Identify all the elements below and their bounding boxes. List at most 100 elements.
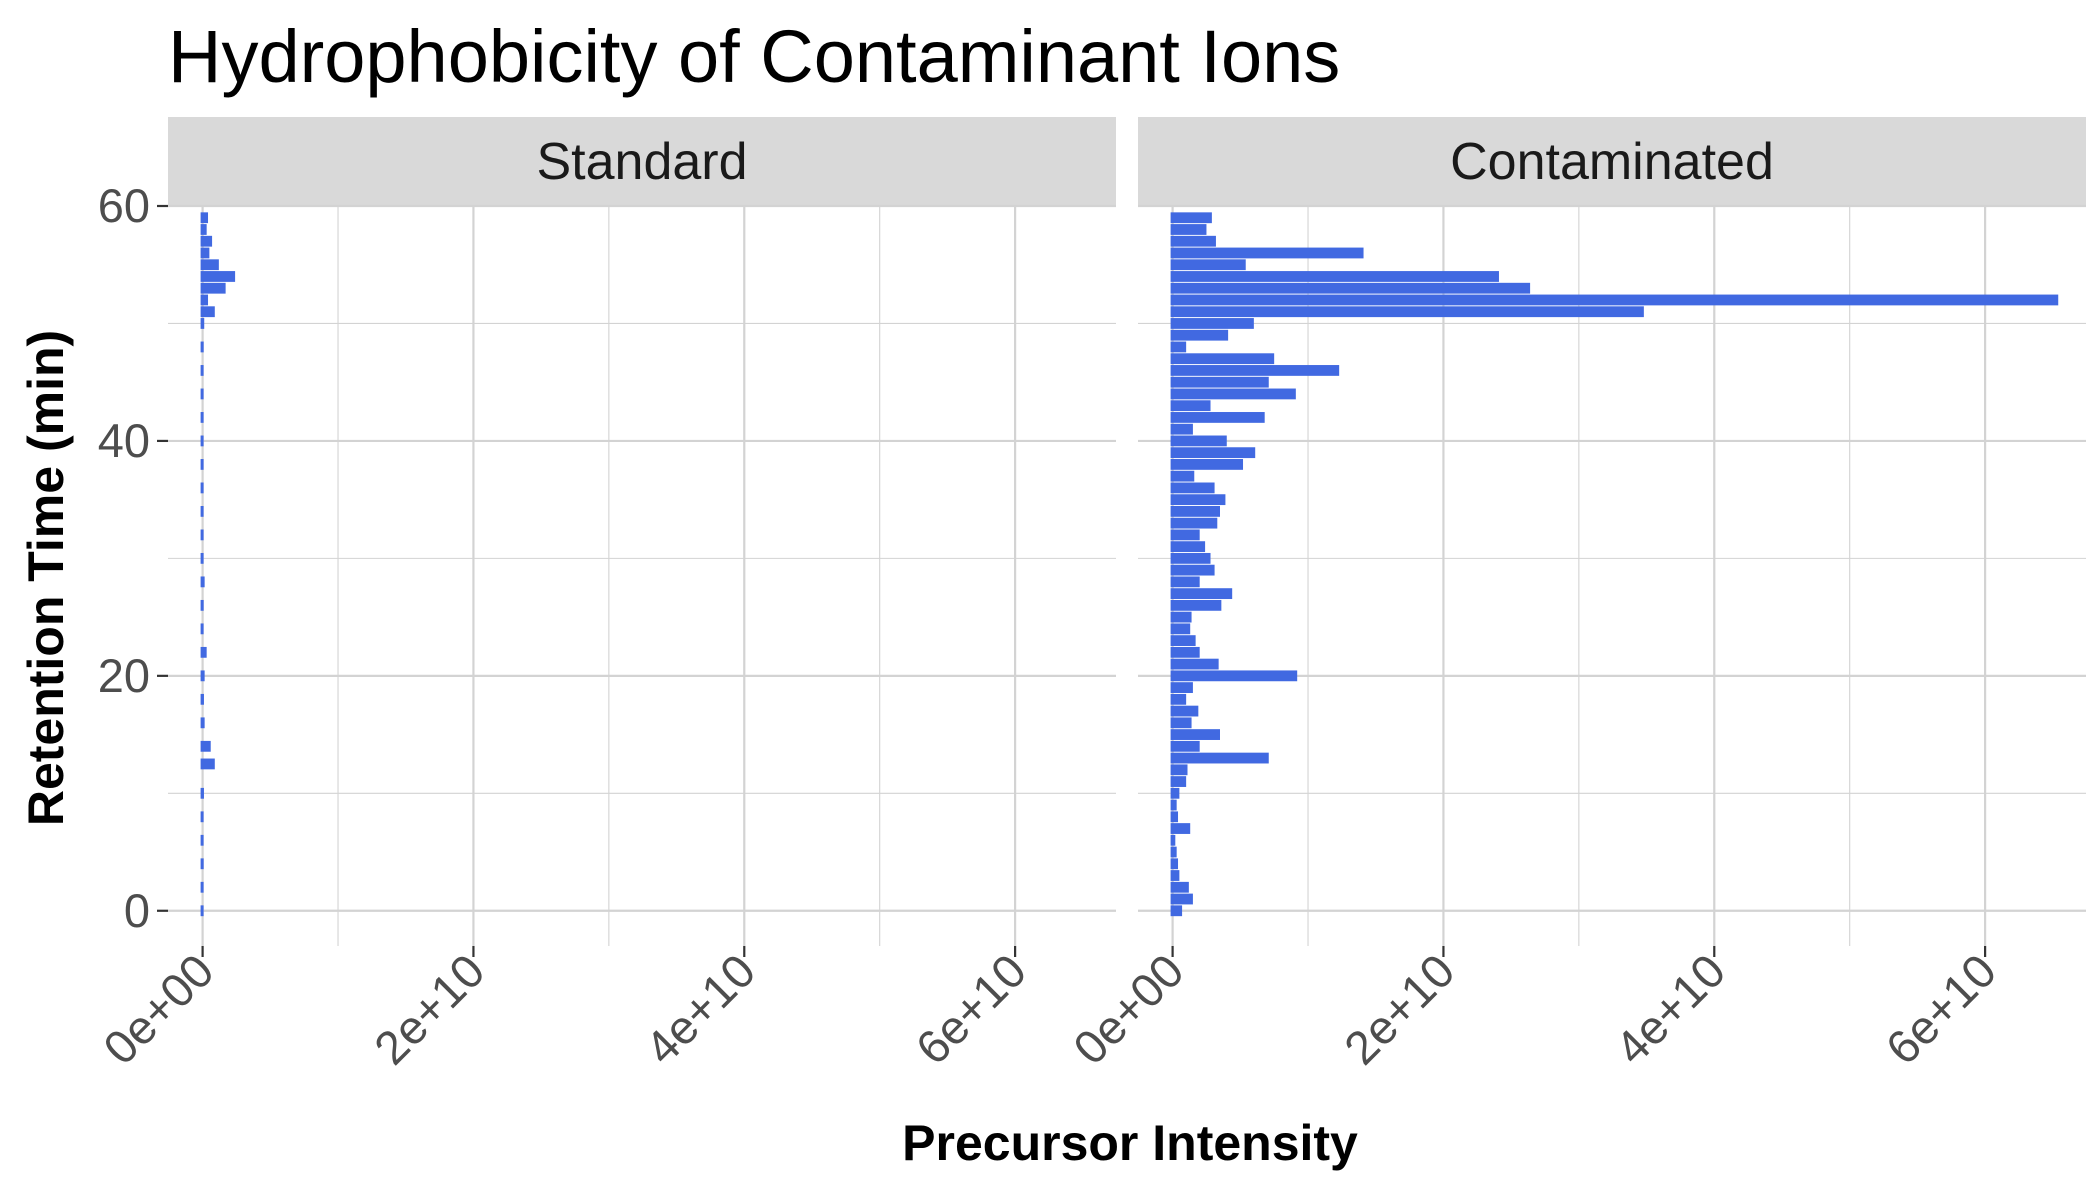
bar — [200, 881, 204, 893]
bar — [1170, 858, 1179, 870]
bar — [1170, 623, 1191, 635]
bar — [200, 599, 204, 611]
y-tick-label: 60 — [98, 179, 150, 232]
bar — [200, 740, 211, 752]
bar — [200, 388, 204, 400]
bar — [1170, 224, 1207, 235]
bar — [1170, 752, 1269, 764]
x-axis-title: Precursor Intensity — [902, 1115, 1358, 1171]
bar — [1170, 646, 1200, 658]
bar — [200, 435, 204, 447]
bar — [1170, 670, 1298, 682]
bar — [1170, 881, 1189, 893]
bar — [200, 811, 204, 823]
bar — [1170, 588, 1233, 600]
x-tick-label: 0e+00 — [93, 944, 224, 1075]
bar — [200, 365, 204, 376]
bar — [1170, 294, 2059, 306]
bar — [1170, 365, 1340, 376]
bar — [1170, 412, 1265, 423]
bar — [200, 758, 215, 770]
bar — [200, 318, 205, 329]
bar — [1170, 247, 1364, 259]
y-tick-label: 0 — [124, 884, 150, 937]
bar — [200, 623, 204, 635]
bar — [1170, 318, 1254, 329]
bar — [1170, 764, 1188, 776]
bar — [1170, 635, 1196, 647]
bar — [200, 224, 207, 235]
bar — [1170, 811, 1179, 823]
bar — [1170, 599, 1222, 611]
y-axis-title: Retention Time (min) — [18, 330, 74, 826]
bar — [1170, 505, 1220, 517]
facet-strip — [1138, 117, 2086, 205]
x-tick-label: 4e+10 — [1605, 944, 1736, 1075]
bar — [1170, 705, 1199, 717]
bar — [200, 834, 204, 846]
facet-panel-standard: Standard 0e+00 2e+10 4e+10 6e+10 — [93, 117, 1116, 1074]
bar-series — [200, 212, 236, 917]
bar — [1170, 740, 1200, 752]
facet-strip-label: Contaminated — [1450, 133, 1774, 191]
y-tick-label: 40 — [98, 414, 150, 467]
bar — [1170, 846, 1177, 858]
bar — [1170, 423, 1193, 435]
x-tick-label: 4e+10 — [635, 944, 766, 1075]
bar — [1170, 494, 1226, 506]
bar — [1170, 341, 1187, 353]
facet-strip — [168, 117, 1116, 205]
bar — [1170, 212, 1212, 224]
bar — [1170, 353, 1275, 365]
y-axis: 0 20 40 60 — [98, 179, 168, 937]
bar — [200, 294, 209, 306]
bar — [200, 787, 204, 799]
bar — [200, 271, 236, 282]
bar — [1170, 235, 1216, 247]
bar — [200, 412, 204, 423]
bar — [1170, 893, 1193, 905]
bar — [1170, 717, 1192, 729]
bar — [200, 552, 204, 564]
bar — [1170, 529, 1200, 541]
bar — [1170, 682, 1193, 693]
bar — [1170, 870, 1180, 881]
bar — [1170, 823, 1191, 834]
bar — [1170, 611, 1192, 623]
bar — [1170, 552, 1211, 564]
bar — [1170, 729, 1220, 740]
bar — [200, 235, 213, 247]
x-tick-label: 6e+10 — [905, 944, 1036, 1075]
bar — [200, 341, 204, 353]
bar-series — [1170, 212, 2059, 917]
bar — [200, 282, 226, 294]
bar — [200, 717, 205, 729]
bar — [1170, 388, 1296, 400]
bar — [1170, 564, 1215, 576]
bar — [1170, 329, 1229, 341]
bar — [1170, 693, 1187, 705]
bar — [1170, 787, 1180, 799]
bar — [1170, 459, 1244, 470]
bar — [1170, 376, 1269, 388]
bar — [1170, 517, 1218, 529]
bar — [1170, 271, 1499, 282]
facet-panel-contaminated: Contaminated 0e+00 2e+10 4e+10 6e+10 — [1063, 117, 2086, 1074]
bar — [1170, 541, 1206, 553]
bar — [1170, 834, 1176, 846]
bar — [1170, 400, 1211, 412]
x-tick-label: 2e+10 — [364, 944, 495, 1075]
bar — [200, 212, 209, 224]
bar — [1170, 776, 1187, 787]
bar — [200, 646, 207, 658]
y-tick-label: 20 — [98, 649, 150, 702]
bar — [1170, 282, 1531, 294]
bar — [200, 905, 204, 917]
bar — [200, 459, 204, 470]
bar — [200, 670, 205, 682]
bar — [1170, 576, 1200, 588]
bar — [200, 693, 204, 705]
bar — [1170, 447, 1256, 459]
bar — [1170, 306, 1644, 318]
